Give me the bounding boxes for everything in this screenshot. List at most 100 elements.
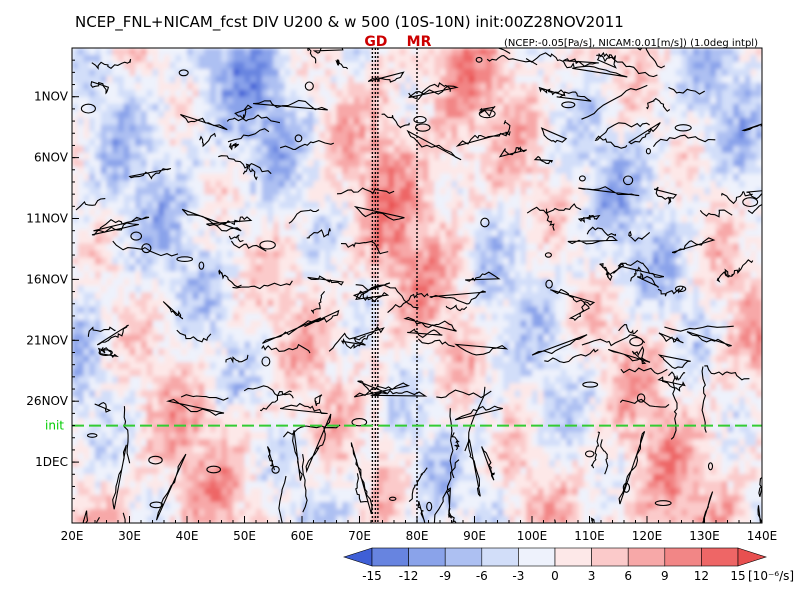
- shade-cell: [739, 187, 746, 196]
- shade-cell: [118, 131, 125, 140]
- shade-cell: [273, 187, 280, 196]
- shade-cell: [302, 110, 309, 119]
- shade-cell: [555, 222, 562, 231]
- shade-cell: [72, 110, 79, 119]
- shade-cell: [537, 124, 545, 133]
- shade-cell: [497, 159, 504, 168]
- shade-cell: [267, 159, 274, 168]
- shade-cell: [77, 194, 85, 203]
- shade-cell: [647, 75, 654, 84]
- shade-cell: [532, 68, 539, 77]
- shade-cell: [77, 306, 85, 315]
- shade-cell: [192, 292, 200, 301]
- shade-cell: [348, 278, 355, 287]
- shade-cell: [681, 82, 688, 91]
- shade-cell: [560, 145, 568, 154]
- shade-cell: [221, 75, 228, 84]
- shade-cell: [503, 327, 510, 335]
- shade-cell: [313, 306, 320, 315]
- shade-cell: [468, 103, 476, 112]
- shade-cell: [169, 54, 177, 63]
- shade-cell: [624, 320, 631, 329]
- shade-cell: [244, 257, 251, 266]
- shade-cell: [302, 271, 309, 280]
- shade-cell: [572, 208, 579, 217]
- shade-cell: [273, 243, 280, 252]
- shade-cell: [647, 243, 654, 252]
- shade-cell: [698, 54, 706, 63]
- shade-cell: [106, 271, 113, 280]
- shade-cell: [468, 236, 476, 245]
- shade-cell: [468, 229, 476, 238]
- shade-cell: [756, 236, 762, 245]
- shade-cell: [537, 194, 545, 203]
- shade-cell: [474, 82, 481, 91]
- shade-cell: [698, 278, 706, 287]
- shade-cell: [457, 257, 464, 266]
- shade-cell: [618, 236, 625, 245]
- shade-cell: [284, 215, 292, 224]
- shade-cell: [250, 61, 257, 70]
- shade-cell: [72, 313, 79, 322]
- shade-cell: [629, 68, 637, 77]
- shade-cell: [537, 89, 545, 98]
- shade-cell: [457, 327, 464, 335]
- shade-cell: [486, 250, 493, 259]
- shade-cell: [227, 152, 234, 161]
- shade-cell: [704, 159, 711, 168]
- shade-cell: [721, 208, 729, 217]
- shade-cell: [273, 75, 280, 84]
- shade-cell: [451, 187, 458, 196]
- shade-cell: [146, 299, 154, 308]
- shade-cell: [382, 313, 389, 322]
- shade-cell: [89, 103, 96, 112]
- shade-cell: [445, 208, 453, 217]
- shade-cell: [342, 215, 349, 224]
- shade-cell: [486, 124, 493, 133]
- shade-cell: [100, 75, 108, 84]
- shade-cell: [72, 208, 79, 217]
- shade-cell: [629, 103, 637, 112]
- shade-cell: [606, 313, 614, 322]
- shade-cell: [675, 48, 683, 56]
- shade-cell: [733, 208, 740, 217]
- shade-cell: [146, 138, 154, 147]
- shade-cell: [382, 110, 389, 119]
- shade-cell: [520, 187, 527, 196]
- shade-cell: [503, 271, 510, 280]
- shade-cell: [555, 173, 562, 182]
- shade-cell: [704, 208, 711, 217]
- shade-cell: [261, 306, 269, 315]
- shade-cell: [670, 96, 677, 105]
- shade-cell: [307, 327, 315, 335]
- shade-cell: [273, 89, 280, 98]
- shade-cell: [233, 187, 240, 196]
- shade-cell: [578, 159, 585, 168]
- shade-cell: [618, 285, 625, 294]
- shade-cell: [578, 110, 585, 119]
- shade-cell: [394, 68, 401, 77]
- shade-cell: [359, 187, 366, 196]
- shade-cell: [710, 96, 717, 105]
- shade-cell: [497, 180, 504, 189]
- shade-cell: [612, 124, 619, 133]
- shade-cell: [526, 306, 533, 315]
- shade-cell: [618, 75, 625, 84]
- shade-cell: [693, 131, 700, 140]
- shade-cell: [560, 257, 568, 266]
- shade-cell: [129, 68, 136, 77]
- shade-cell: [169, 103, 177, 112]
- shade-cell: [296, 166, 303, 175]
- shade-cell: [112, 152, 119, 161]
- shade-cell: [555, 48, 562, 56]
- shade-cell: [491, 264, 499, 273]
- shade-cell: [394, 229, 401, 238]
- shade-cell: [618, 89, 625, 98]
- shade-cell: [589, 222, 596, 231]
- shade-cell: [652, 285, 660, 294]
- shade-cell: [204, 138, 211, 147]
- shade-cell: [169, 138, 177, 147]
- shade-cell: [89, 54, 96, 63]
- shade-cell: [612, 75, 619, 84]
- shade-cell: [451, 89, 458, 98]
